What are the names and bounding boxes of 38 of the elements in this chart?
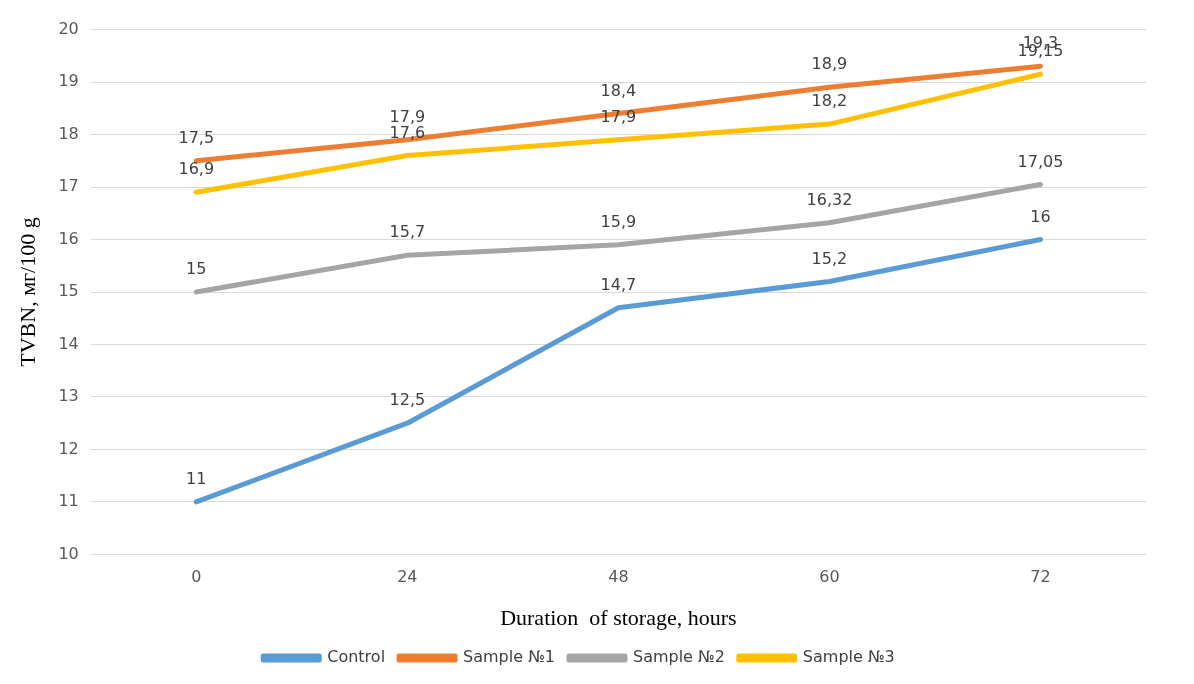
data-label: 16,9 <box>178 159 215 179</box>
x-tick-label: 60 <box>819 567 840 587</box>
data-label: 18,4 <box>600 80 637 100</box>
y-tick-label: 11 <box>58 491 79 511</box>
x-tick-label: 48 <box>608 567 629 587</box>
data-label: 16 <box>1030 206 1051 226</box>
y-tick-label: 16 <box>58 228 79 248</box>
data-label: 11 <box>186 469 207 489</box>
y-tick-label: 13 <box>58 386 79 406</box>
data-label: 18,2 <box>811 91 848 111</box>
x-tick-label: 72 <box>1030 567 1051 587</box>
data-label: 17,5 <box>178 127 215 147</box>
x-axis-title: Duration of storage, hours <box>500 604 737 630</box>
y-tick-label: 12 <box>58 438 79 458</box>
legend-label: Sample №1 <box>463 647 555 667</box>
y-tick-label: 15 <box>58 281 79 301</box>
legend-label: Control <box>327 647 386 667</box>
data-label: 15 <box>186 259 207 279</box>
data-label: 12,5 <box>389 390 426 410</box>
data-label: 15,9 <box>600 211 637 231</box>
y-tick-label: 19 <box>58 71 79 91</box>
data-label: 15,2 <box>811 248 848 268</box>
data-label: 15,7 <box>389 222 426 242</box>
data-label: 17,05 <box>1017 151 1064 171</box>
data-label: 16,32 <box>806 189 853 209</box>
data-label: 14,7 <box>600 274 637 294</box>
x-tick-label: 0 <box>191 567 202 587</box>
x-tick-label: 24 <box>397 567 418 587</box>
legend-label: Sample №2 <box>632 647 725 667</box>
data-label: 18,9 <box>811 54 848 74</box>
y-tick-label: 17 <box>58 176 79 196</box>
data-label: 17,9 <box>389 106 426 126</box>
y-tick-label: 10 <box>58 543 79 563</box>
y-axis-title: TVBN, мг/100 g <box>14 217 40 367</box>
y-tick-label: 18 <box>58 123 79 143</box>
legend-label: Sample №3 <box>802 647 895 667</box>
y-tick-label: 20 <box>58 18 79 38</box>
y-tick-label: 14 <box>58 333 79 353</box>
